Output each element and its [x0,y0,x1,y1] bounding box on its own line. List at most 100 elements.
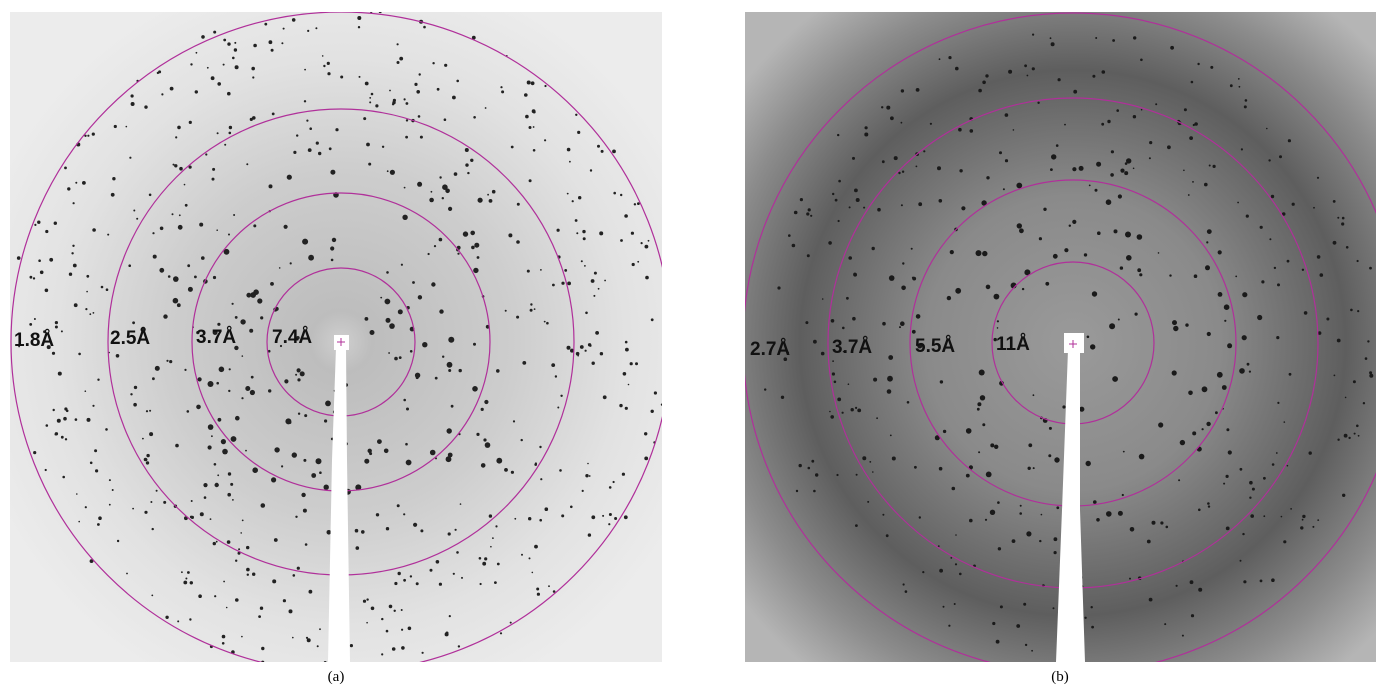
spot [532,572,534,574]
spot [480,583,482,585]
spot [1190,580,1194,584]
spot [166,360,168,362]
spot [150,501,152,503]
spot [561,282,564,285]
spot [448,369,451,372]
spot [1250,514,1254,518]
spot [389,90,391,92]
spot [1120,266,1123,269]
spot [1342,494,1345,497]
spot [1140,59,1143,62]
spot [555,375,557,377]
spot [452,96,456,100]
spot [308,148,312,152]
spot [1192,181,1194,183]
spot [599,231,603,235]
spot [577,131,580,134]
spot [451,405,454,408]
spot [293,151,296,154]
spot [1356,425,1359,428]
spot [979,370,985,376]
spot [612,150,616,154]
spot [219,367,225,373]
spot [567,346,571,350]
spot [33,451,36,454]
spot [410,575,412,577]
spot [1269,238,1271,240]
spot [216,229,218,231]
spot [223,64,225,66]
spot [87,135,89,137]
spot [261,661,264,664]
spot [886,106,890,110]
spot [516,240,520,244]
spot [799,464,802,467]
spot [1123,451,1125,453]
spot [386,271,389,274]
spot [418,295,422,299]
spot [1337,217,1339,219]
spot [55,326,58,329]
spot [85,308,87,310]
spot [455,529,457,531]
spot [955,563,957,565]
spot [94,449,97,452]
spot [533,149,536,152]
spot [490,546,492,548]
spot [537,593,540,596]
spot [903,583,905,585]
spot [95,469,98,472]
spot [431,282,435,286]
spot [370,330,375,335]
spot [365,317,369,321]
spot [540,269,542,271]
spot [242,355,244,357]
spot [539,519,542,522]
spot [212,168,215,171]
spot [1112,376,1118,382]
spot [55,321,58,324]
spot [152,232,154,234]
spot [492,537,494,539]
spot [152,528,154,530]
spot [969,519,973,523]
spot [1054,551,1057,554]
spot [1028,443,1032,447]
spot [865,126,868,129]
spot [1114,229,1118,233]
spot [620,194,622,196]
spot [1139,273,1142,276]
spot [1155,103,1157,105]
spot [1023,603,1026,606]
spot [1013,129,1015,131]
spot [1106,199,1112,205]
spot [366,143,370,147]
spot [304,69,306,71]
spot [1252,488,1255,491]
spot [1358,435,1360,437]
spot [821,352,825,356]
spot [822,298,824,300]
spot [838,180,841,183]
spot [435,377,438,380]
spot [1069,225,1071,227]
spot [152,377,155,380]
spot [1215,411,1218,414]
spot [284,225,288,229]
spot [1016,624,1020,628]
spot [533,111,536,114]
spot [613,481,615,483]
spot [552,284,555,287]
spot [1353,380,1356,383]
spot [448,337,454,343]
spot [1369,267,1372,270]
spot [301,493,305,497]
spot [459,369,462,372]
spot [788,234,791,237]
spot [126,126,128,128]
spot [128,264,131,267]
spot [529,126,532,129]
spot [405,443,408,446]
spot [645,245,649,249]
spot [651,410,654,413]
